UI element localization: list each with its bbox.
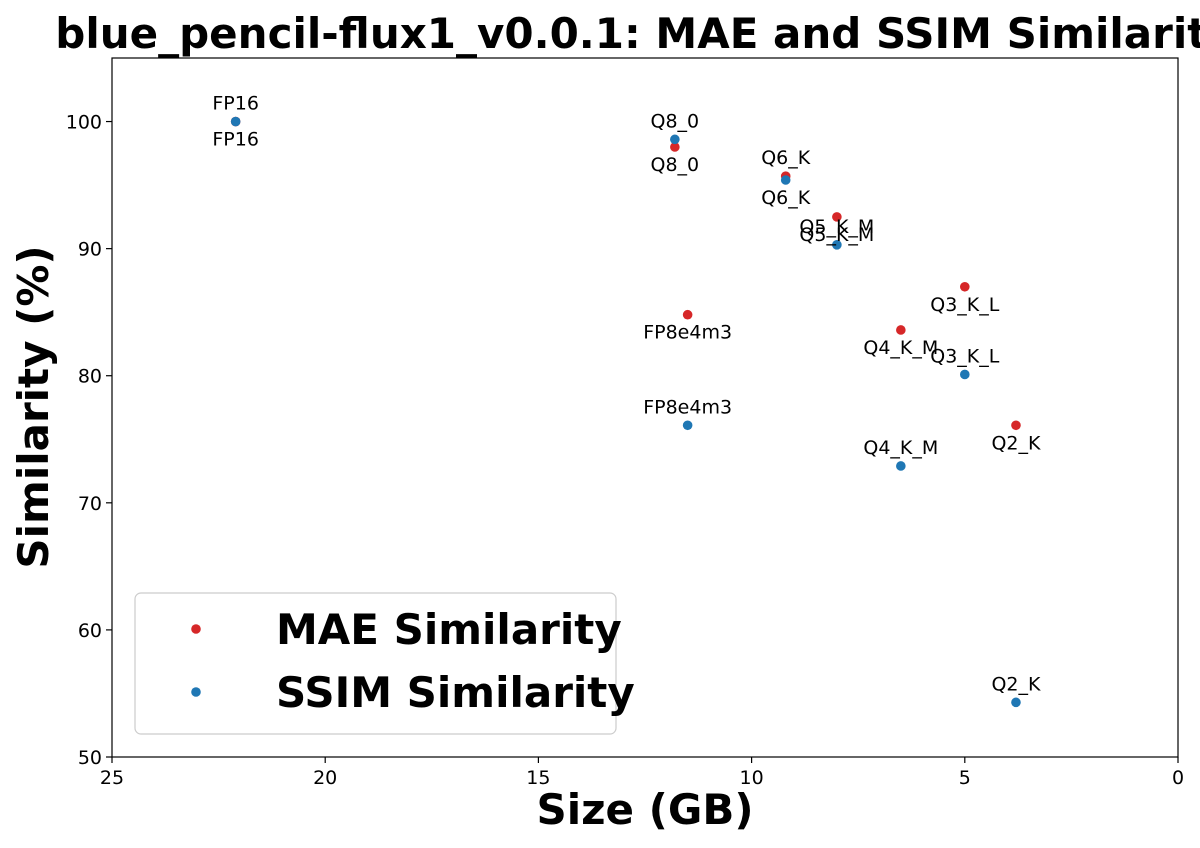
data-point-label: Q4_K_M [863,337,938,359]
data-point [780,175,791,185]
legend-marker [191,624,201,634]
x-tick-label: 5 [959,767,971,789]
data-point [960,281,970,292]
legend: MAE Similarity SSIM Similarity [134,592,635,735]
data-point-label: Q8_0 [651,154,700,176]
x-tick-label: 10 [740,767,764,789]
legend-box [134,592,617,735]
x-tick-label: 0 [1172,767,1184,789]
data-point [832,212,842,222]
y-tick-label: 50 [78,747,102,769]
data-point [670,134,680,145]
data-point [896,461,906,471]
legend-entry-label: MAE Similarity [276,605,622,654]
data-point [230,116,241,127]
y-tick-label: 60 [78,620,102,642]
data-points [230,116,1021,708]
data-point-label: Q2_K [991,673,1041,695]
x-axis-label: Size (GB) [536,785,753,834]
data-point [682,420,693,431]
x-tick-label: 15 [526,767,550,789]
data-point [832,240,842,250]
legend-marker [191,687,201,697]
data-point-label: FP16 [212,93,259,115]
data-point-label: Q2_K [991,432,1041,454]
data-point-label: Q6_K [761,147,811,169]
y-tick-label: 100 [66,112,102,134]
x-tick-label: 25 [100,767,124,789]
data-point-label: Q6_K [761,187,811,209]
data-point-label: FP8e4m3 [643,396,732,418]
y-axis-label: Similarity (%) [9,245,58,568]
data-point-label: Q3_K_L [930,345,1000,367]
legend-entry-label: SSIM Similarity [276,668,635,717]
data-point-label: Q8_0 [651,110,700,132]
data-point [960,369,970,380]
y-tick-label: 70 [78,493,102,515]
data-point-label: Q4_K_M [863,437,938,459]
y-tick-label: 90 [78,239,102,261]
data-point-label: Q3_K_L [930,294,1000,316]
x-tick-label: 20 [313,767,337,789]
data-point-label: Q5_K_M [799,224,874,246]
data-point [896,325,906,335]
data-point [670,142,680,152]
data-point-label: Q5_K_M [799,216,874,238]
data-point [1011,697,1021,708]
y-tick-label: 80 [78,366,102,388]
data-point-label: FP8e4m3 [643,322,732,344]
plot-frame [111,57,1179,758]
data-point-label: FP16 [212,129,259,151]
data-point [1011,420,1021,431]
data-point [682,309,693,320]
chart-title: blue_pencil-flux1_v0.0.1: MAE and SSIM S… [55,9,1200,58]
